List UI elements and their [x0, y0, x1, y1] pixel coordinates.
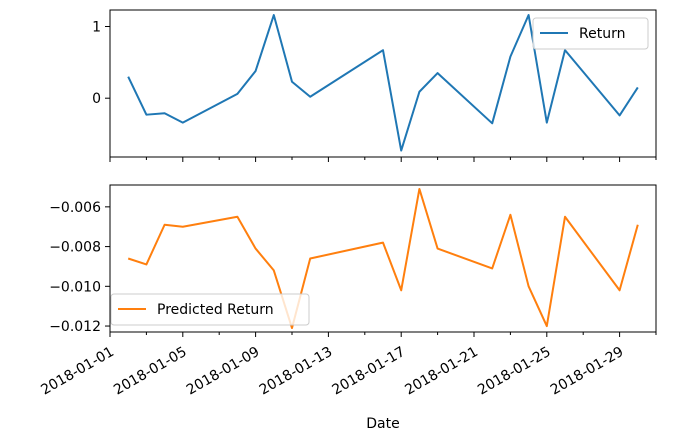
predicted-return-y-ticks: −0.006 −0.008 −0.010 −0.012 [49, 200, 110, 335]
series-line-return [127, 14, 639, 152]
return-x-ticks [109, 157, 657, 162]
predicted-return-axes-frame [109, 184, 657, 333]
return-legend: Return [532, 17, 649, 50]
predicted-return-legend-box [110, 293, 310, 326]
predicted-return-legend: Predicted Return [110, 293, 310, 326]
return-legend-box [532, 17, 649, 50]
series-line-predicted-return [127, 187, 639, 330]
y-tick-label: 0 [92, 91, 101, 107]
x-axis-label: Date [366, 416, 399, 432]
return-y-ticks: 10 [92, 19, 110, 107]
y-tick-label: −0.012 [49, 319, 101, 335]
return-axes: 10 Return [92, 9, 657, 162]
return-legend-label: Return [579, 26, 625, 42]
y-tick-label: 1 [92, 19, 101, 35]
predicted-return-plot-area [127, 187, 639, 330]
return-plot-area [127, 14, 639, 152]
return-axes-frame [109, 9, 657, 158]
predicted-return-legend-label: Predicted Return [157, 302, 274, 318]
y-tick-label: −0.006 [49, 200, 101, 216]
y-tick-label: −0.010 [49, 279, 101, 295]
y-tick-label: −0.008 [49, 240, 101, 256]
